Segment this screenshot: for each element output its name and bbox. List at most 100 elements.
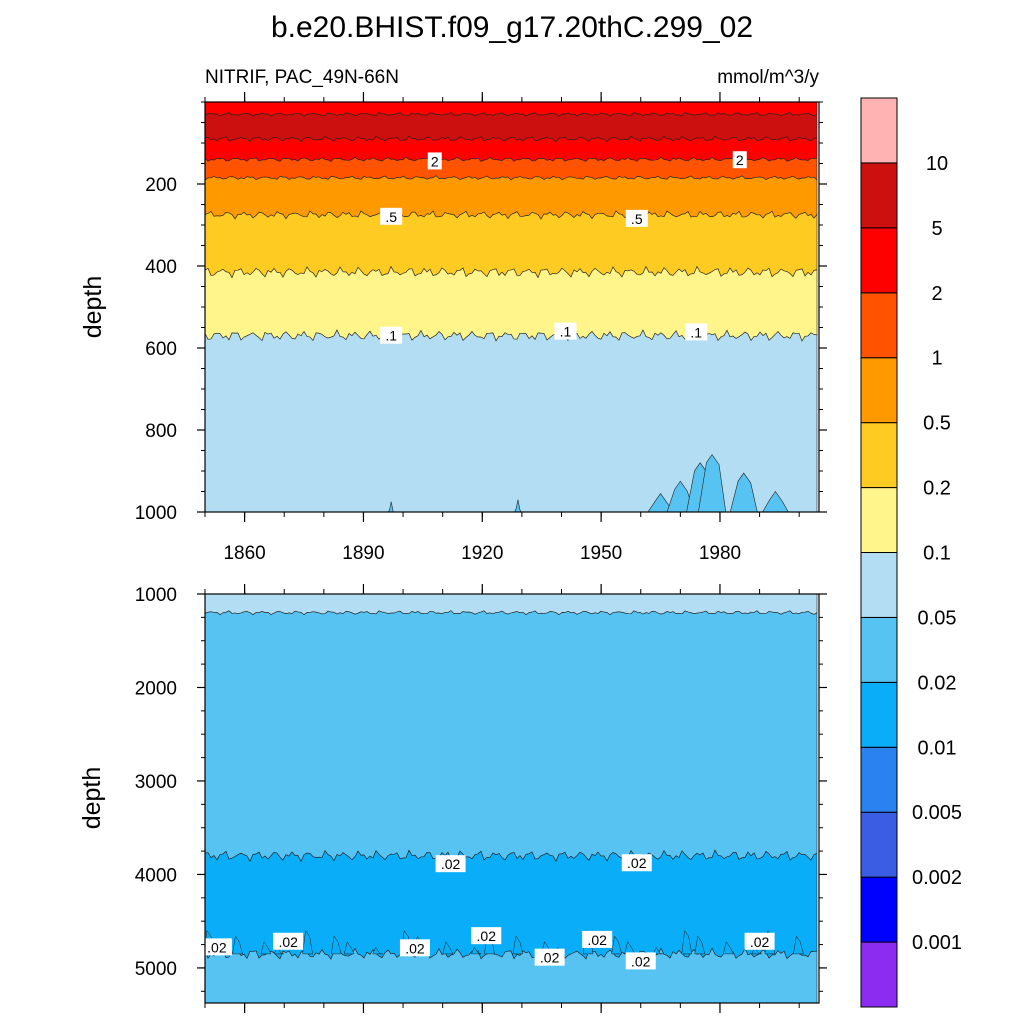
svg-text:.02: .02 xyxy=(441,856,461,872)
upper-y-tick-label: 200 xyxy=(145,175,177,196)
upper-contour-label: .1 xyxy=(380,326,403,344)
lower-deep-spike xyxy=(302,929,313,955)
colorbar-label: 0.5 xyxy=(923,413,951,435)
colorbar-label: 0.001 xyxy=(912,932,962,954)
lower-deep-spike xyxy=(681,929,692,955)
colorbar-swatch xyxy=(860,97,898,164)
svg-text:.02: .02 xyxy=(207,939,227,955)
colorbar-label: 0.01 xyxy=(918,737,957,759)
upper-contour-band-4 xyxy=(205,175,818,220)
lower-deep-spike xyxy=(793,935,804,955)
upper-contour-band-5 xyxy=(205,210,818,279)
colorbar-label: 0.1 xyxy=(923,543,951,565)
lower-contour-band-1 xyxy=(205,610,818,863)
svg-text:.5: .5 xyxy=(631,211,643,227)
lower-y-tick-label: 5000 xyxy=(135,959,177,980)
lower-deep-spike xyxy=(722,941,734,955)
lower-deep-spike xyxy=(442,941,454,955)
upper-contour-label: .5 xyxy=(380,207,403,225)
colorbar-swatch xyxy=(860,616,898,683)
colorbar-label: 0.02 xyxy=(918,672,957,694)
lower-panel: .02 .02 .02 .02 .02 .02 .02 .02 .02 .02 1000 2000 3… xyxy=(78,584,827,1013)
lower-deep-spike xyxy=(652,946,664,955)
colorbar-swatch xyxy=(860,681,898,748)
colorbar-label: 1 xyxy=(931,348,942,370)
colorbar-swatch xyxy=(860,357,898,424)
colorbar-swatch xyxy=(860,292,898,359)
upper-x-tick-label: 1860 xyxy=(223,543,265,564)
lower-contour-label: .02 xyxy=(273,932,304,950)
variable-label: NITRIF, PAC_49N-66N xyxy=(205,67,399,88)
lower-deep-spike xyxy=(343,941,355,955)
figure-title: b.e20.BHIST.f09_g17.20thC.299_02 xyxy=(271,11,753,44)
colorbar-swatch xyxy=(860,162,898,229)
lower-deep-spike xyxy=(512,935,524,955)
svg-text:.02: .02 xyxy=(278,934,298,950)
upper-y-axis-label: depth xyxy=(79,276,107,339)
colorbar-label: 0.2 xyxy=(923,478,951,500)
lower-contour-label: .02 xyxy=(625,952,656,970)
upper-contour-label: .1 xyxy=(554,322,577,340)
svg-text:.1: .1 xyxy=(560,324,572,340)
svg-text:.02: .02 xyxy=(627,855,647,871)
colorbar-label: 0.05 xyxy=(918,607,957,629)
colorbar-label: 5 xyxy=(931,218,942,240)
upper-contour-label: 2 xyxy=(732,151,747,169)
upper-x-tick-label: 1890 xyxy=(342,543,384,564)
upper-contour-band-3 xyxy=(205,156,818,181)
lower-deep-spike xyxy=(694,935,706,955)
lower-y-tick-label: 4000 xyxy=(135,865,177,886)
svg-text:.02: .02 xyxy=(540,950,560,966)
upper-deep-spike xyxy=(762,490,789,512)
lower-contour-label: .02 xyxy=(582,930,613,948)
lower-contour-label: .02 xyxy=(435,855,466,873)
lower-contour-label: .02 xyxy=(744,932,775,950)
colorbar-swatch xyxy=(860,552,898,618)
colorbar-swatch xyxy=(860,746,898,813)
upper-y-tick-label: 800 xyxy=(145,421,177,442)
colorbar-label: 10 xyxy=(926,153,948,175)
svg-text:2: 2 xyxy=(736,152,744,168)
lower-deep-spike xyxy=(330,935,342,955)
lower-deep-spike xyxy=(260,941,272,955)
svg-text:.1: .1 xyxy=(690,324,702,340)
lower-deep-spike xyxy=(232,935,243,955)
upper-deep-spike xyxy=(729,472,758,512)
lower-deep-spike xyxy=(470,946,482,955)
lower-contour-label: .02 xyxy=(621,854,652,872)
svg-text:2: 2 xyxy=(431,153,439,169)
upper-contour-label: .1 xyxy=(685,323,708,341)
lower-contour-label: .02 xyxy=(201,938,232,956)
colorbar-label: 0.005 xyxy=(912,802,962,824)
lower-deep-spike xyxy=(611,935,622,955)
lower-plot-frame xyxy=(204,593,820,1004)
upper-contour-band-6 xyxy=(205,265,818,342)
upper-deep-spike xyxy=(698,454,727,512)
upper-x-tick-label: 1980 xyxy=(699,543,741,564)
colorbar: 0.001 0.002 0.005 0.01 0.02 0.05 0.1 0.2 0.5 1 2 5 1… xyxy=(860,97,962,1008)
upper-y-tick-label: 600 xyxy=(145,339,177,360)
lower-y-tick-label: 1000 xyxy=(135,585,177,606)
colorbar-label: 2 xyxy=(931,283,942,305)
svg-text:.02: .02 xyxy=(750,934,770,950)
upper-y-tick-label: 1000 xyxy=(135,503,177,524)
upper-y-tick-label: 400 xyxy=(145,257,177,278)
svg-text:.02: .02 xyxy=(405,940,425,956)
colorbar-swatch xyxy=(860,227,898,294)
lower-y-axis-label: depth xyxy=(78,767,106,830)
upper-contour-label: .5 xyxy=(625,209,648,227)
upper-panel: 2 2 .5 .5 .1 .1 .1 200 400 600 800 1000 1860 1890 192… xyxy=(79,92,827,564)
svg-text:.02: .02 xyxy=(477,928,497,944)
lower-y-tick-label: 3000 xyxy=(135,772,177,793)
colorbar-swatch xyxy=(860,811,898,878)
lower-contour-label: .02 xyxy=(399,939,430,957)
upper-contour-band-7 xyxy=(205,329,818,512)
lower-y-tick-label: 2000 xyxy=(135,678,177,699)
svg-text:.5: .5 xyxy=(385,209,397,225)
svg-text:.02: .02 xyxy=(587,932,607,948)
upper-contour-band-2 xyxy=(205,135,818,162)
svg-text:.1: .1 xyxy=(385,328,397,344)
colorbar-swatch xyxy=(860,422,898,489)
